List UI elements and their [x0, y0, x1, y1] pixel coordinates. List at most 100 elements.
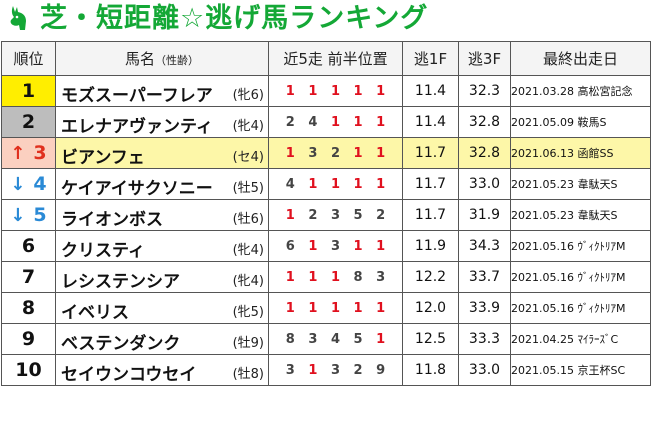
position-value: 1 [308, 269, 318, 285]
f3-cell: 33.0 [458, 168, 511, 200]
table-row: 8 イベリス (牝5) 1 1 1 1 1 12.0 33.9 2021.05.16 ｳﾞｨｸﾄﾘｱ… [1, 292, 651, 324]
position-value: 1 [376, 331, 386, 347]
name-cell: ベステンダンク (牡9) [55, 323, 269, 355]
position-value: 1 [353, 238, 363, 254]
horse-name: ビアンフェ [61, 148, 145, 168]
last-race-cell: 2021.05.23 韋駄天S [510, 199, 651, 231]
arrow-down-icon: ↓ [10, 205, 26, 226]
position-value: 3 [330, 207, 340, 223]
rank-cell: ↓ 5 [1, 199, 56, 231]
sex-age: (牡9) [232, 336, 264, 351]
horse-head-icon [6, 4, 32, 32]
rank-cell: ↓ 4 [1, 168, 56, 200]
f3-cell: 31.9 [458, 199, 511, 231]
sex-age: (牝4) [232, 243, 264, 258]
f1-cell: 11.8 [402, 354, 459, 386]
position-value: 1 [308, 176, 318, 192]
header-row: 順位 馬名（性齢） 近5走 前半位置 逃1F 逃3F 最終出走日 [1, 41, 651, 76]
name-cell: ケイアイサクソニー (牡5) [55, 168, 269, 200]
name-cell: レシステンシア (牝4) [55, 261, 269, 293]
rank-number: 7 [21, 266, 36, 288]
position-value: 8 [285, 331, 295, 347]
rank-number: 10 [15, 359, 42, 381]
position-value: 1 [285, 145, 295, 161]
table-row: 10 セイウンコウセイ (牡8) 3 1 3 2 9 11.8 33.0 2021.05.15 京王… [1, 354, 651, 386]
sex-age: (牝4) [232, 274, 264, 289]
position-value: 1 [308, 362, 318, 378]
position-value: 2 [376, 207, 386, 223]
position-value: 1 [330, 83, 340, 99]
last-race-cell: 2021.05.09 鞍馬S [510, 106, 651, 138]
position-value: 5 [353, 207, 363, 223]
position-value: 1 [353, 114, 363, 130]
sex-age: (牝4) [232, 119, 264, 134]
f1-cell: 11.9 [402, 230, 459, 262]
horse-name: イベリス [61, 303, 129, 323]
horse-name: セイウンコウセイ [61, 365, 197, 385]
horse-name: エレナアヴァンティ [61, 117, 213, 137]
position-value: 1 [376, 83, 386, 99]
header-last: 最終出走日 [510, 41, 651, 76]
horse-name: ライオンボス [61, 210, 163, 230]
f1-cell: 11.7 [402, 168, 459, 200]
position-value: 2 [353, 362, 363, 378]
position-value: 3 [285, 362, 295, 378]
table-row: ↑ 3 ビアンフェ (セ4) 1 3 2 1 1 11.7 32.8 2021.06.13 函館SS [1, 137, 651, 169]
name-cell: セイウンコウセイ (牡8) [55, 354, 269, 386]
rank-number: 4 [33, 173, 47, 195]
position-value: 6 [285, 238, 295, 254]
last-race-cell: 2021.05.15 京王杯SC [510, 354, 651, 386]
rank-cell: 2 [1, 106, 56, 138]
title-bar: 芝・短距離☆逃げ馬ランキング [0, 0, 651, 38]
sex-age: (牝5) [232, 305, 264, 320]
f3-cell: 32.3 [458, 75, 511, 107]
f3-cell: 33.7 [458, 261, 511, 293]
rank-number: 9 [21, 328, 36, 350]
horse-name: ケイアイサクソニー [61, 179, 213, 199]
arrow-down-icon: ↓ [10, 174, 26, 195]
horse-name: クリスティ [61, 241, 145, 261]
position-value: 2 [285, 114, 295, 130]
table-row: 6 クリスティ (牝4) 6 1 3 1 1 11.9 34.3 2021.05.16 ｳﾞｨｸﾄﾘ… [1, 230, 651, 262]
position-value: 9 [376, 362, 386, 378]
position-value: 1 [330, 176, 340, 192]
position-value: 1 [285, 83, 295, 99]
last-race-cell: 2021.05.16 ｳﾞｨｸﾄﾘｱM [510, 261, 651, 293]
f3-cell: 33.9 [458, 292, 511, 324]
name-cell: エレナアヴァンティ (牝4) [55, 106, 269, 138]
sex-age: (牝6) [232, 88, 264, 103]
position-value: 1 [308, 300, 318, 316]
header-name-label: 馬名 [124, 50, 155, 68]
rank-number: 5 [33, 204, 47, 226]
position-value: 4 [308, 114, 318, 130]
sex-age: (牡6) [232, 212, 264, 227]
rank-number: 6 [21, 235, 36, 257]
name-cell: クリスティ (牝4) [55, 230, 269, 262]
last-race-cell: 2021.06.13 函館SS [510, 137, 651, 169]
page-title: 芝・短距離☆逃げ馬ランキング [40, 3, 429, 34]
rank-number: 1 [21, 80, 36, 102]
position-value: 1 [353, 145, 363, 161]
rank-cell: 7 [1, 261, 56, 293]
last-race-cell: 2021.05.16 ｳﾞｨｸﾄﾘｱM [510, 292, 651, 324]
position-value: 1 [330, 300, 340, 316]
last-race-cell: 2021.05.16 ｳﾞｨｸﾄﾘｱM [510, 230, 651, 262]
rank-cell: 10 [1, 354, 56, 386]
position-value: 1 [285, 300, 295, 316]
header-recent: 近5走 前半位置 [268, 41, 403, 76]
position-value: 1 [285, 269, 295, 285]
position-value: 1 [353, 83, 363, 99]
header-rank: 順位 [1, 41, 56, 76]
horse-name: モズスーパーフレア [61, 86, 213, 106]
f1-cell: 12.0 [402, 292, 459, 324]
position-value: 3 [330, 238, 340, 254]
position-value: 4 [285, 176, 295, 192]
last-race-cell: 2021.03.28 高松宮記念 [510, 75, 651, 107]
last-race-cell: 2021.04.25 ﾏｲﾗｰｽﾞC [510, 323, 651, 355]
position-value: 1 [330, 269, 340, 285]
